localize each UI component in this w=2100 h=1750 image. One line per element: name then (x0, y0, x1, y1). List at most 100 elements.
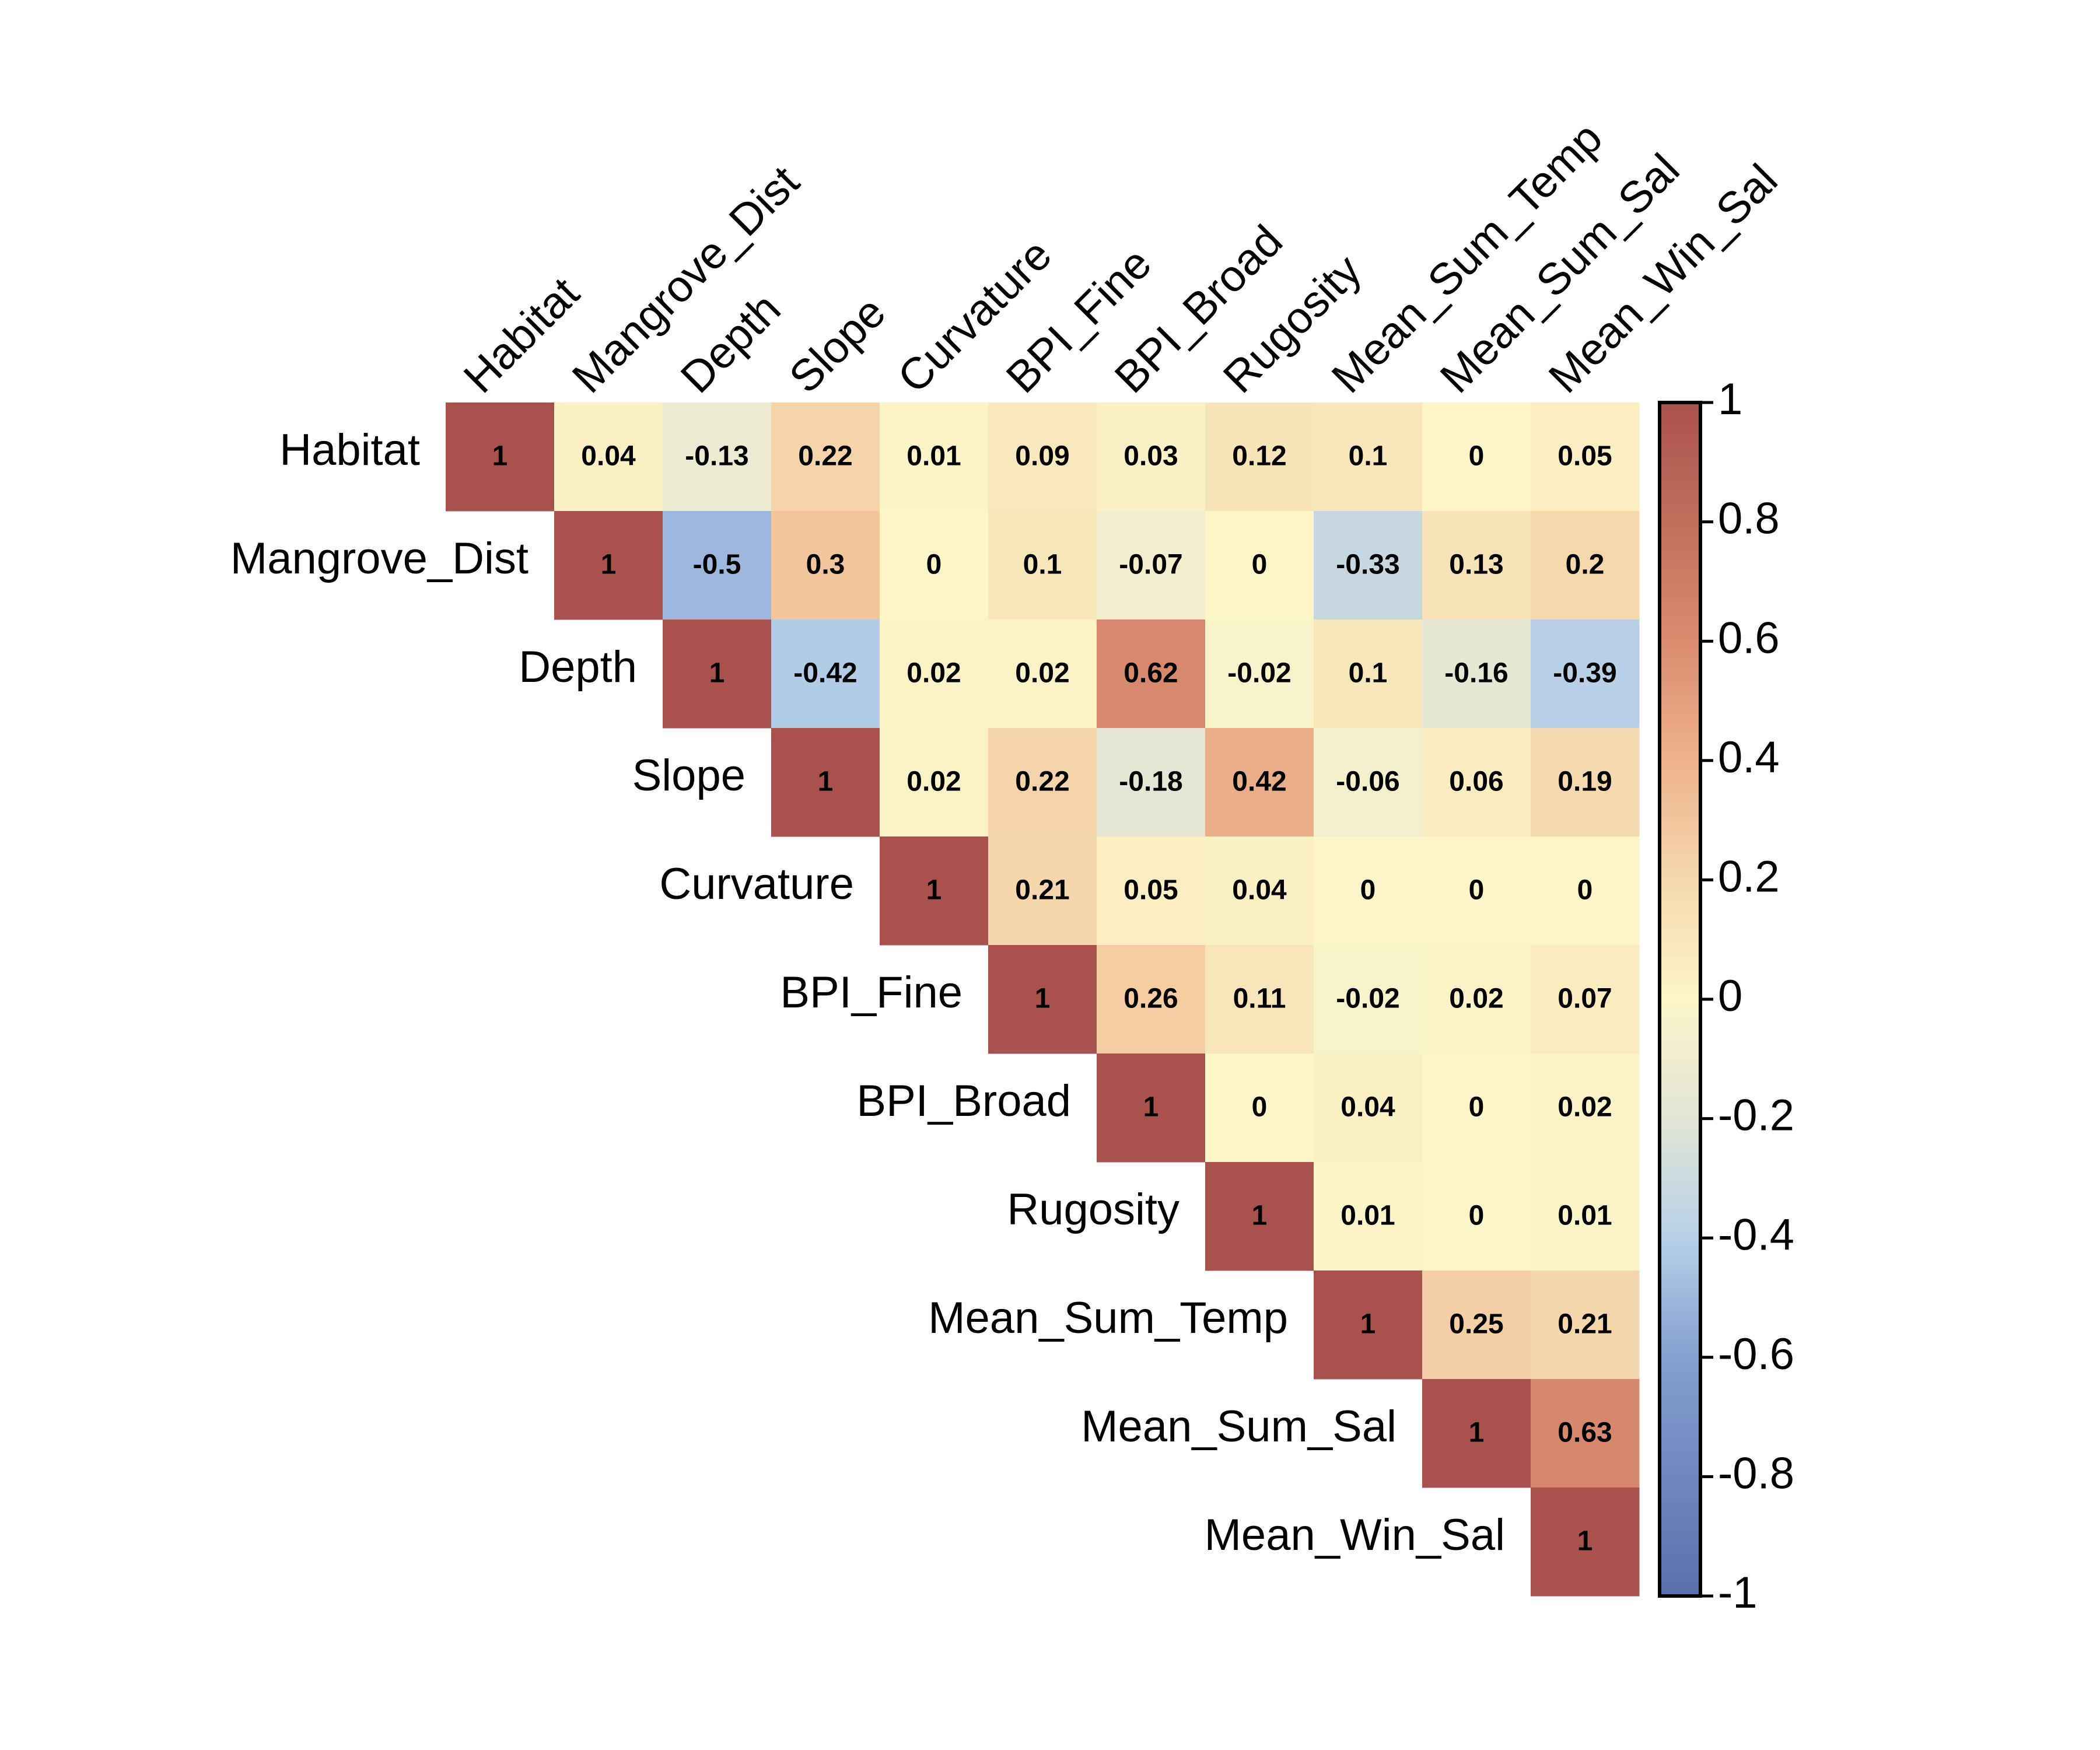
cell-value-label: 1 (1577, 1526, 1593, 1557)
row-label-Mean_Sum_Sal: Mean_Sum_Sal (1081, 1402, 1396, 1451)
heatmap-cell-BPI_Broad-Rugosity (1205, 1054, 1314, 1163)
cell-value-label: 1 (818, 766, 834, 797)
cell-value-label: 1 (1469, 1418, 1485, 1448)
heatmap-cell-Habitat-Habitat (446, 402, 555, 512)
cell-value-label: -0.02 (1336, 984, 1399, 1014)
row-label-Mean_Sum_Temp: Mean_Sum_Temp (928, 1293, 1288, 1343)
heatmap-cell-Habitat-Depth (663, 402, 772, 512)
cell-value-label: -0.18 (1119, 766, 1182, 797)
legend-tick-label: 0.8 (1718, 494, 1780, 544)
cell-value-label: 0.22 (798, 441, 852, 472)
heatmap-cell-Mangrove_Dist-Depth (663, 511, 772, 620)
column-label-Habitat: Habitat (454, 268, 589, 402)
heatmap-cell-Depth-BPI_Fine (988, 620, 1097, 729)
heatmap-cell-Mangrove_Dist-Mean_Sum_Sal (1422, 511, 1531, 620)
heatmap-cell-Slope-BPI_Fine (988, 728, 1097, 837)
cell-value-label: 0.02 (1558, 1092, 1612, 1123)
heatmap-cell-Curvature-Mean_Sum_Sal (1422, 836, 1531, 946)
legend-tick-label: 0.4 (1718, 733, 1780, 782)
color-legend-ticks: 1 0.8 0.6 0.4 0.2 0 -0.2 -0.4 -0.6 -0.8 -1 (1700, 374, 1794, 1618)
cell-value-labels: 1 0.04 -0.13 0.22 0.01 0.09 0.03 0.12 0.1 0 0.05 1 -… (492, 441, 1617, 1557)
cell-value-label: 0 (1252, 550, 1268, 580)
heatmap-cell-Depth-Depth (663, 620, 772, 729)
cell-value-label: 0.21 (1015, 875, 1069, 906)
cell-value-label: 0.1 (1349, 441, 1388, 472)
heatmap-cell-Rugosity-Mean_Sum_Temp (1314, 1162, 1423, 1271)
cell-value-label: 0 (1360, 875, 1376, 906)
heatmap-cell-Slope-Slope (771, 728, 880, 837)
heatmap-cell-Habitat-Curvature (880, 402, 989, 512)
color-legend-bar (1658, 401, 1702, 1598)
cell-value-label: 0 (1577, 875, 1593, 906)
color-legend: 1 0.8 0.6 0.4 0.2 0 -0.2 -0.4 -0.6 -0.8 -1 (1658, 374, 1794, 1618)
cell-value-label: 1 (601, 550, 617, 580)
cell-value-label: 0.03 (1124, 441, 1178, 472)
heatmap-cell-Slope-Mean_Sum_Temp (1314, 728, 1423, 837)
legend-tick-label: -1 (1718, 1568, 1758, 1618)
heatmap-cell-Mangrove_Dist-Mangrove_Dist (554, 511, 663, 620)
heatmap-cell-BPI_Fine-BPI_Fine (988, 945, 1097, 1054)
cell-value-label: 0.05 (1558, 441, 1612, 472)
cell-value-label: 1 (1360, 1309, 1376, 1340)
heatmap-cell-BPI_Broad-Mean_Sum_Sal (1422, 1054, 1531, 1163)
heatmap-cell-Mangrove_Dist-Rugosity (1205, 511, 1314, 620)
heatmap-cell-Mean_Sum_Sal-Mean_Sum_Sal (1422, 1379, 1531, 1488)
heatmap-cell-Slope-Rugosity (1205, 728, 1314, 837)
cell-value-label: 1 (709, 658, 725, 689)
heatmap-cell-Mangrove_Dist-BPI_Fine (988, 511, 1097, 620)
column-label-Slope: Slope (780, 287, 895, 402)
legend-tick-label: -0.8 (1718, 1448, 1794, 1498)
cell-value-label: 0.01 (907, 441, 961, 472)
cell-value-label: 0.11 (1233, 984, 1286, 1014)
heatmap-cell-Curvature-Mean_Sum_Temp (1314, 836, 1423, 946)
heatmap-cell-Curvature-Rugosity (1205, 836, 1314, 946)
row-label-Depth: Depth (519, 642, 637, 692)
cell-value-label: 0.26 (1124, 984, 1178, 1014)
heatmap-cell-Rugosity-Mean_Sum_Sal (1422, 1162, 1531, 1271)
cell-value-label: 1 (1252, 1200, 1268, 1231)
heatmap-cell-BPI_Fine-BPI_Broad (1097, 945, 1206, 1054)
cell-value-label: 0.02 (907, 766, 961, 797)
heatmap-cell-Mean_Win_Sal-Mean_Win_Sal (1531, 1488, 1640, 1597)
heatmap-cell-Depth-Mean_Sum_Sal (1422, 620, 1531, 729)
heatmap-cell-Depth-Rugosity (1205, 620, 1314, 729)
cell-value-label: -0.02 (1227, 658, 1291, 689)
row-label-BPI_Broad: BPI_Broad (856, 1076, 1071, 1126)
cell-value-label: 0.21 (1558, 1309, 1612, 1340)
cell-value-label: 0.62 (1124, 658, 1178, 689)
cell-value-label: 0.01 (1558, 1200, 1612, 1231)
cell-value-label: 0.25 (1449, 1309, 1503, 1340)
cell-value-label: 0.04 (581, 441, 636, 472)
cell-value-label: 0.63 (1558, 1418, 1612, 1448)
heatmap-cell-Mean_Sum_Sal-Mean_Win_Sal (1531, 1379, 1640, 1488)
heatmap-cell-Slope-BPI_Broad (1097, 728, 1206, 837)
cell-value-label: 1 (1035, 984, 1051, 1014)
heatmap-cell-Habitat-Rugosity (1205, 402, 1314, 512)
cell-value-label: 0 (1469, 1200, 1485, 1231)
heatmap-cell-BPI_Broad-BPI_Broad (1097, 1054, 1206, 1163)
cell-value-label: -0.13 (685, 441, 748, 472)
row-label-Mangrove_Dist: Mangrove_Dist (230, 534, 528, 583)
heatmap-cell-Depth-BPI_Broad (1097, 620, 1206, 729)
cell-value-label: 0 (1469, 1092, 1485, 1123)
heatmap-cell-Rugosity-Rugosity (1205, 1162, 1314, 1271)
heatmap-cell-Curvature-BPI_Fine (988, 836, 1097, 946)
heatmap-cell-Habitat-BPI_Fine (988, 402, 1097, 512)
cell-value-label: 0.05 (1124, 875, 1178, 906)
heatmap-cell-BPI_Broad-Mean_Sum_Temp (1314, 1054, 1423, 1163)
heatmap-cell-BPI_Fine-Mean_Sum_Sal (1422, 945, 1531, 1054)
cell-value-label: 0.02 (1449, 984, 1503, 1014)
legend-tick-label: 0.2 (1718, 852, 1780, 901)
heatmap-cell-Mangrove_Dist-Mean_Win_Sal (1531, 511, 1640, 620)
legend-tick-label: -0.2 (1718, 1091, 1794, 1140)
cell-value-label: -0.07 (1119, 550, 1182, 580)
legend-tick-label: 1 (1718, 374, 1742, 424)
column-labels: HabitatMangrove_DistDepthSlopeCurvatureB… (454, 113, 1787, 402)
cell-value-label: 0.22 (1015, 766, 1069, 797)
cell-value-label: 0.02 (907, 658, 961, 689)
cell-value-label: 0 (926, 550, 942, 580)
cell-value-label: 0.2 (1566, 550, 1605, 580)
legend-tick-label: 0.6 (1718, 613, 1780, 663)
heatmap-cells (446, 402, 1640, 1597)
cell-value-label: 0.1 (1023, 550, 1062, 580)
